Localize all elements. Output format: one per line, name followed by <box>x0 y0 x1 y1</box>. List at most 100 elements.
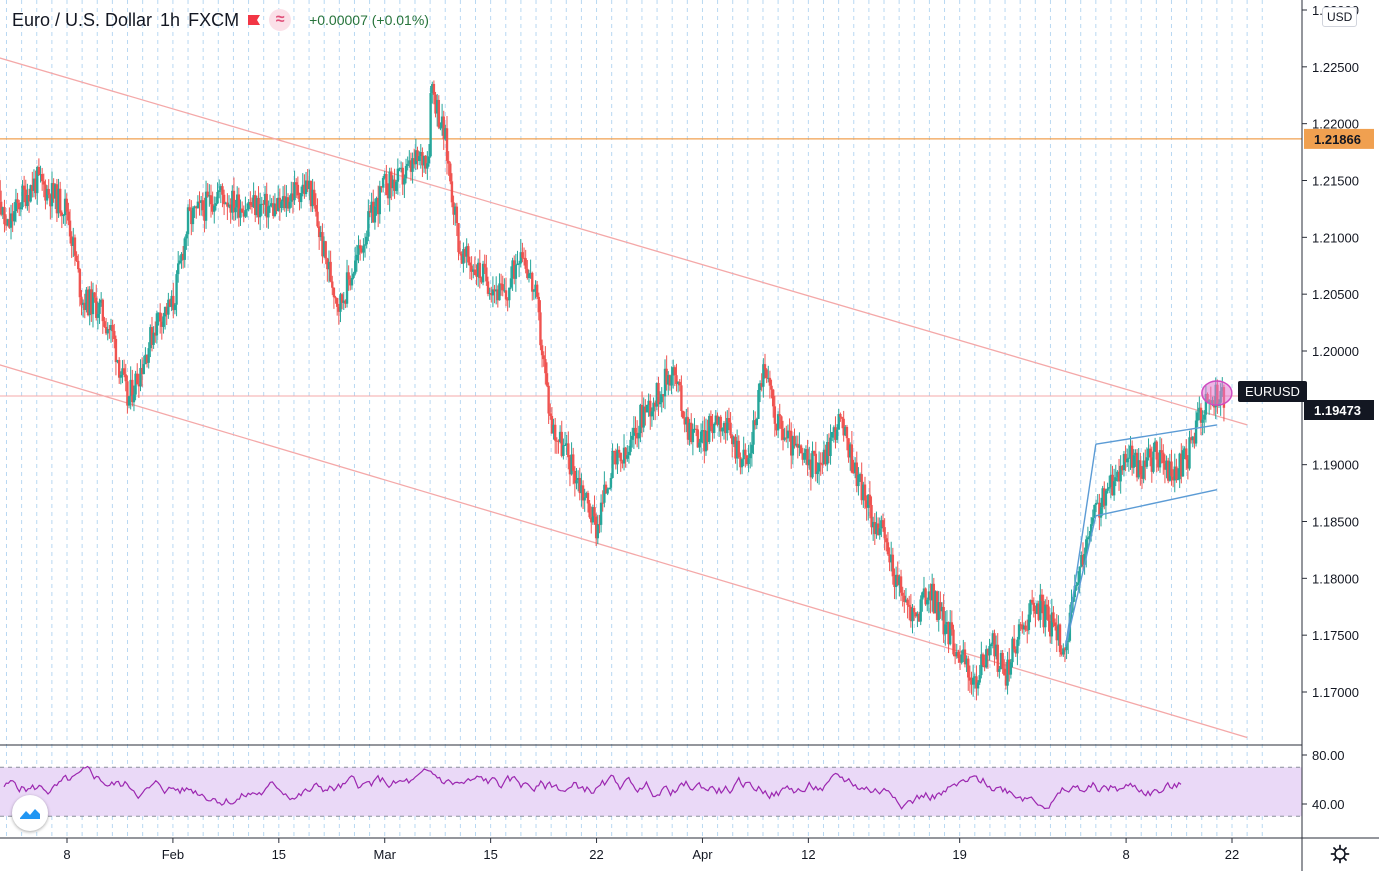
candle-body <box>901 592 904 596</box>
candle-body <box>432 84 436 95</box>
candle-body <box>570 454 573 475</box>
candle-body <box>288 201 291 209</box>
candle-body <box>832 427 836 433</box>
candle-body <box>637 433 640 439</box>
interval-label[interactable]: 1h <box>160 9 181 30</box>
candle-body <box>1158 450 1162 468</box>
candle-body <box>467 246 470 263</box>
candle-body <box>240 208 244 213</box>
candle-body <box>88 289 91 316</box>
candle-body <box>930 583 934 601</box>
candle-body <box>586 492 590 504</box>
candle-body <box>45 188 49 201</box>
candle-body <box>1189 437 1193 441</box>
candle-body <box>276 197 280 211</box>
candle-body <box>1152 451 1155 472</box>
candle-body <box>1017 624 1021 640</box>
candle-body <box>673 367 677 376</box>
currency-button[interactable]: USD <box>1322 7 1358 27</box>
candle-body <box>940 606 944 612</box>
candle-body <box>460 253 463 264</box>
candle-body <box>403 178 406 185</box>
compare-wave-icon[interactable]: ≈ <box>269 9 292 31</box>
candle-body <box>165 306 168 315</box>
candle-body <box>857 474 860 487</box>
candle-body <box>185 234 188 239</box>
flag-icon[interactable] <box>247 14 261 26</box>
candle-body <box>1014 649 1017 654</box>
candle-body <box>99 299 103 303</box>
candle-body <box>385 173 388 196</box>
candle-body <box>983 665 986 668</box>
candle-body <box>562 445 565 456</box>
candle-body <box>593 507 596 517</box>
candle-body <box>186 207 190 235</box>
candle-body <box>365 236 368 245</box>
candle-body <box>1117 471 1121 482</box>
gear-icon[interactable] <box>1330 844 1350 864</box>
candle-body <box>804 449 808 453</box>
candle-body <box>345 272 349 304</box>
time-tick-label: 22 <box>589 847 603 862</box>
candle-body <box>557 440 560 442</box>
candle-body <box>988 646 991 656</box>
candle-body <box>658 402 662 405</box>
candle-body <box>911 608 914 622</box>
candle-body <box>742 449 745 460</box>
candle-body <box>4 224 8 226</box>
candle-body <box>711 426 714 434</box>
candle-body <box>1098 502 1101 518</box>
candle-body <box>173 304 177 311</box>
tradingview-logo-icon[interactable] <box>12 795 48 831</box>
candle-body <box>308 180 311 190</box>
candle-body <box>539 312 542 346</box>
candle-body <box>885 538 888 543</box>
candle-body <box>1048 621 1052 637</box>
candle-body <box>37 166 41 175</box>
candle-body <box>1139 460 1142 475</box>
candle-body <box>396 168 400 182</box>
candle-body <box>275 203 278 211</box>
candle-body <box>780 416 783 429</box>
candle-body <box>560 431 563 456</box>
candle-body <box>808 459 811 466</box>
candle-body <box>137 384 141 387</box>
candle-body <box>1193 436 1196 444</box>
symbol-title[interactable]: Euro / U.S. Dollar <box>12 9 153 30</box>
candle-body <box>681 410 685 419</box>
candle-body <box>417 156 421 162</box>
candle-body <box>1135 452 1139 478</box>
candle-body <box>1042 601 1045 628</box>
candle-body <box>939 602 942 612</box>
candle-body <box>311 189 314 207</box>
candle-body <box>1006 659 1009 686</box>
candle-body <box>1103 488 1106 506</box>
candle-body <box>147 348 150 363</box>
candle-body <box>357 245 360 255</box>
candle-body <box>339 294 342 312</box>
candle-body <box>386 195 390 199</box>
candle-body <box>480 278 483 283</box>
candle-body <box>1076 582 1080 585</box>
candle-body <box>1019 624 1022 626</box>
candle-body <box>563 445 567 447</box>
candle-body <box>1109 474 1113 488</box>
candle-body <box>468 262 472 266</box>
candle-body <box>188 207 191 211</box>
candle-body <box>154 332 157 336</box>
candle-body <box>413 158 416 165</box>
candle-body <box>781 428 785 440</box>
candle-body <box>727 417 731 423</box>
candle-body <box>755 418 758 426</box>
candle-body <box>485 267 488 282</box>
candle-body <box>349 279 352 286</box>
pattern-drawings[interactable] <box>1064 380 1233 647</box>
candle-body <box>739 457 742 468</box>
candle-body <box>1114 477 1117 482</box>
candle-body <box>503 290 506 292</box>
candle-body <box>85 289 88 311</box>
candle-body <box>278 197 282 208</box>
candle-body <box>1078 566 1081 583</box>
candle-body <box>1188 437 1191 469</box>
